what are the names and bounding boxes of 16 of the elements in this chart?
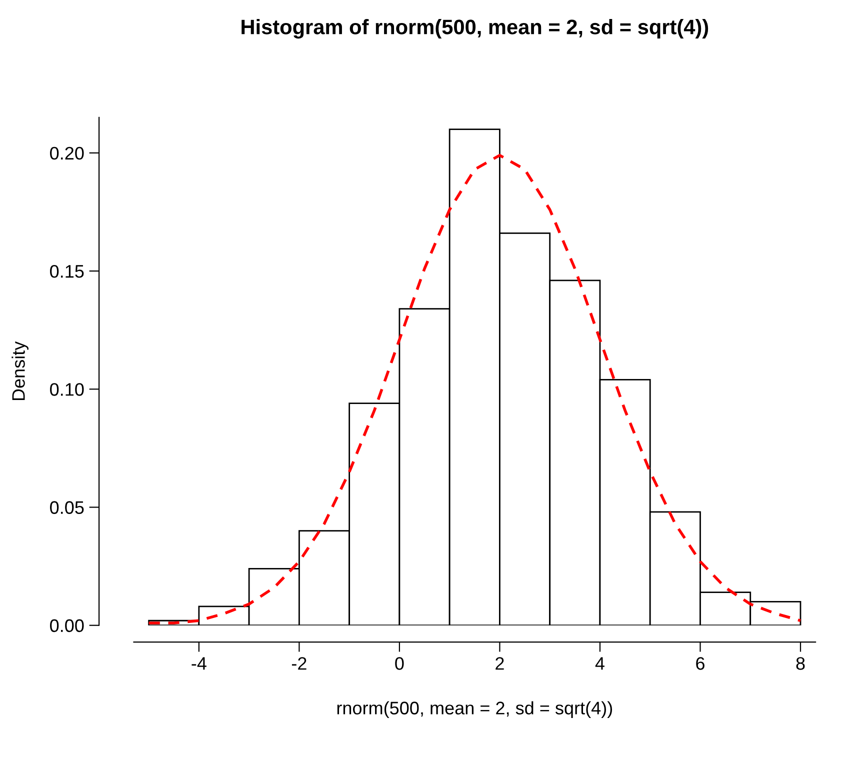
y-tick-label: 0.20 xyxy=(50,146,84,160)
y-tick-label: 0.15 xyxy=(50,264,84,278)
x-tick-label: -2 xyxy=(292,657,306,670)
y-tick-label: 0.00 xyxy=(50,619,84,632)
x-tick-label: 2 xyxy=(496,657,504,670)
y-axis-title: Density xyxy=(12,341,28,400)
chart-title: Histogram of rnorm(500, mean = 2, sd = sqrt(4)) xyxy=(242,19,708,39)
y-tick-label: 0.05 xyxy=(50,501,84,514)
line-series xyxy=(147,154,802,624)
x-tick-label: 4 xyxy=(595,657,604,670)
x-tick-label: -4 xyxy=(192,657,206,670)
y-tick-label: 0.10 xyxy=(50,383,84,396)
x-tick-label: 8 xyxy=(796,657,805,670)
x-axis-title: rnorm(500, mean = 2, sd = sqrt(4)) xyxy=(337,701,612,718)
x-tick-label: 6 xyxy=(696,657,704,670)
x-tick-label: 0 xyxy=(395,657,404,670)
